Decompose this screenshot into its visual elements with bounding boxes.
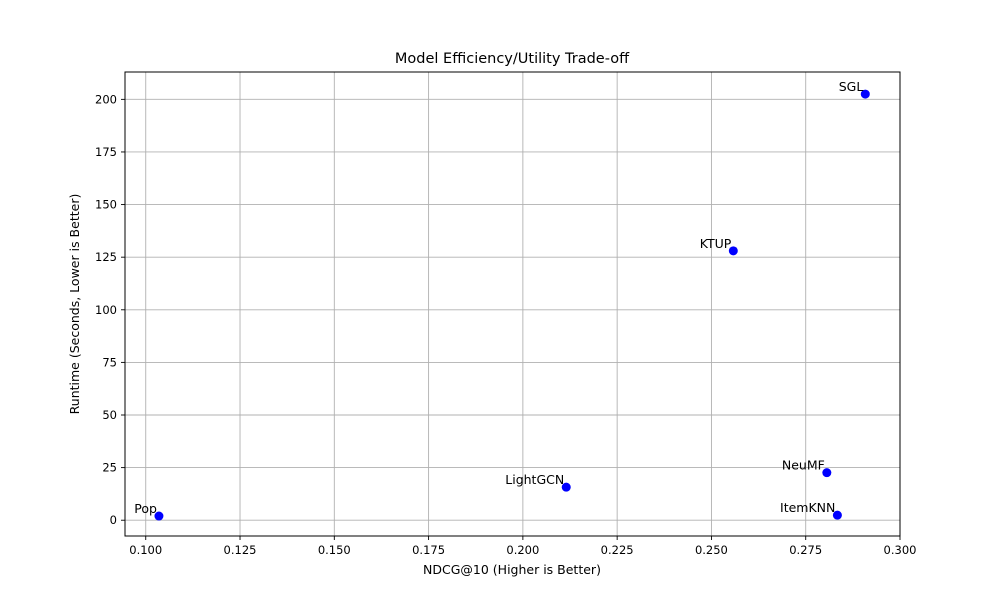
x-tick-label: 0.250 xyxy=(695,543,728,557)
data-point-sgl xyxy=(860,89,870,99)
y-tick-label: 150 xyxy=(95,198,117,212)
x-tick-label: 0.100 xyxy=(129,543,162,557)
x-tick-label: 0.275 xyxy=(789,543,822,557)
data-points xyxy=(154,89,870,521)
data-point-lightgcn xyxy=(561,482,571,492)
y-tick-label: 25 xyxy=(102,461,117,475)
point-labels: Pop LightGCN KTUP NeuMF ItemKNN SGL xyxy=(134,79,863,516)
x-tick-label: 0.225 xyxy=(601,543,634,557)
y-tick-label: 50 xyxy=(102,408,117,422)
point-label-ktup: KTUP xyxy=(700,236,732,251)
point-label-pop: Pop xyxy=(134,501,157,516)
x-tick-label: 0.175 xyxy=(412,543,445,557)
data-point-itemknn xyxy=(832,510,842,520)
y-tick-label: 75 xyxy=(102,355,117,369)
plot-area-frame xyxy=(124,71,901,537)
y-tick-label: 0 xyxy=(110,513,117,527)
x-tick-label: 0.300 xyxy=(884,543,917,557)
y-axis-ticks: 0 25 50 75 100 125 150 175 200 xyxy=(95,92,125,527)
point-label-sgl: SGL xyxy=(839,79,864,94)
data-point-pop xyxy=(154,511,164,521)
data-point-ktup xyxy=(728,246,738,256)
chart-title: Model Efficiency/Utility Trade-off xyxy=(395,51,630,67)
y-tick-label: 175 xyxy=(95,145,117,159)
x-axis-label: NDCG@10 (Higher is Better) xyxy=(423,562,601,577)
point-label-lightgcn: LightGCN xyxy=(505,472,564,487)
x-axis-ticks: 0.100 0.125 0.150 0.175 0.200 0.225 0.250 0.275… xyxy=(129,536,916,557)
y-tick-label: 125 xyxy=(95,250,117,264)
x-tick-label: 0.125 xyxy=(224,543,257,557)
x-tick-label: 0.150 xyxy=(318,543,351,557)
point-label-neumf: NeuMF xyxy=(782,458,825,473)
y-tick-label: 100 xyxy=(95,303,117,317)
point-label-itemknn: ItemKNN xyxy=(780,500,835,515)
y-tick-label: 200 xyxy=(95,92,117,106)
y-axis-label: Runtime (Seconds, Lower is Better) xyxy=(67,194,82,415)
data-point-neumf xyxy=(822,468,832,478)
x-tick-label: 0.200 xyxy=(506,543,539,557)
